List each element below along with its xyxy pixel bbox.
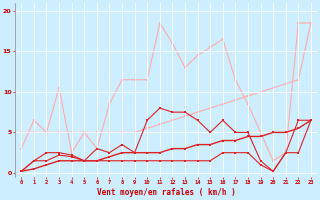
X-axis label: Vent moyen/en rafales ( km/h ): Vent moyen/en rafales ( km/h ) bbox=[97, 188, 236, 197]
